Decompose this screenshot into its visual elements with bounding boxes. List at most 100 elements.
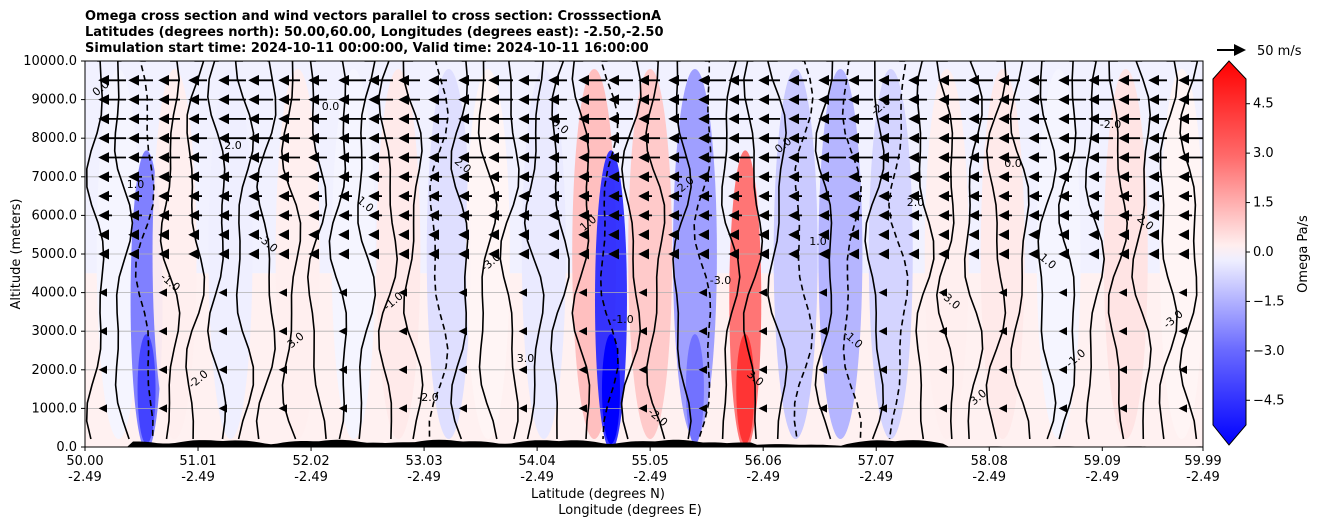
omega-band-core <box>685 334 704 445</box>
x-axis-label-latitude: Latitude (degrees N) <box>531 487 665 502</box>
y-tick-label: 7000.0 <box>32 170 78 185</box>
chart-title-line-1: Omega cross section and wind vectors par… <box>85 9 662 24</box>
x-tick-label-lat: 50.00 <box>66 454 103 469</box>
contour-line <box>402 61 424 440</box>
x-tick-label-lon: -2.49 <box>1186 470 1220 485</box>
colorbar-tick-label: 1.5 <box>1253 196 1274 211</box>
contour-label: -2.0 <box>417 391 438 404</box>
x-tick-label-lon: -2.49 <box>68 470 102 485</box>
contour-line <box>672 61 692 440</box>
y-tick-label: 4000.0 <box>32 286 78 301</box>
contour-line <box>1009 61 1031 440</box>
contour-line <box>742 61 764 440</box>
contour-line <box>477 61 498 440</box>
colorbar-ticks: 4.5 3.0 1.5 0.0 −1.5 −3.0 −4.5 <box>1246 97 1285 408</box>
contour-line <box>450 61 469 440</box>
x-axis-label-longitude: Longitude (degrees E) <box>558 503 702 518</box>
x-tick-label-lon: -2.49 <box>520 470 554 485</box>
x-tick-label-lon: -2.49 <box>859 470 893 485</box>
contour-line <box>1158 61 1179 440</box>
y-tick-label: 9000.0 <box>32 93 78 108</box>
contour-label: 3.0 <box>517 352 535 365</box>
contour-line <box>185 61 206 440</box>
x-tick-label-lat: 59.99 <box>1184 454 1221 469</box>
contour-line <box>793 61 814 440</box>
colorbar-tick-label: −4.5 <box>1253 393 1285 408</box>
x-tick-label-lat: 55.05 <box>632 454 669 469</box>
x-tick-label-lat: 51.01 <box>179 454 216 469</box>
contour-line <box>599 61 619 440</box>
terrain-profile <box>85 439 1203 447</box>
contour-line <box>720 61 741 440</box>
y-tick-label: 0.0 <box>56 440 77 455</box>
contour-line <box>1057 61 1077 440</box>
contour-line <box>134 61 155 440</box>
y-tick-label: 5000.0 <box>32 247 78 262</box>
contour-line <box>985 61 1007 440</box>
y-tick-label: 1000.0 <box>32 401 78 416</box>
contour-label: 2.0 <box>907 196 925 209</box>
x-tick-label-lat: 53.03 <box>405 454 442 469</box>
contour-line <box>888 61 909 440</box>
x-tick-label-lat: 54.04 <box>519 454 556 469</box>
y-axis: 0.0 1000.0 2000.0 3000.0 4000.0 5000.0 6000.0 7… <box>23 54 85 455</box>
colorbar-tick-label: 3.0 <box>1253 146 1274 161</box>
x-tick-label-lon: -2.49 <box>294 470 328 485</box>
contour-label: 1.0 <box>809 235 827 248</box>
y-tick-label: 2000.0 <box>32 363 78 378</box>
contour-line <box>523 61 545 440</box>
contour-line <box>357 61 377 440</box>
omega-band-core <box>601 334 620 445</box>
quiver-key-label: 50 m/s <box>1257 44 1302 59</box>
contour-label: 0.0 <box>1004 157 1022 170</box>
x-tick-label-lat: 56.06 <box>745 454 782 469</box>
contour-line <box>85 61 105 440</box>
omega-contour-lines <box>85 61 1199 440</box>
contour-line <box>571 61 591 440</box>
contour-line <box>1131 61 1152 440</box>
contour-line <box>1084 61 1106 440</box>
contour-line <box>693 61 712 440</box>
x-tick-label-lon: -2.49 <box>1085 470 1119 485</box>
contour-line <box>499 61 520 440</box>
contour-line <box>620 61 642 440</box>
contour-line <box>963 61 984 440</box>
x-tick-label-lon: -2.49 <box>407 470 441 485</box>
contour-label: -1.0 <box>612 313 633 326</box>
contour-line <box>841 61 862 440</box>
contour-line <box>255 61 277 440</box>
contour-line <box>428 61 450 440</box>
y-tick-label: 8000.0 <box>32 131 78 146</box>
x-tick-label-lon: -2.49 <box>746 470 780 485</box>
y-tick-label: 6000.0 <box>32 208 78 223</box>
contour-line <box>377 61 399 440</box>
chart-title-line-2: Latitudes (degrees north): 50.00,60.00, … <box>85 25 664 40</box>
colorbar-tick-label: 4.5 <box>1253 97 1274 112</box>
x-axis: 50.00-2.4951.01-2.4952.02-2.4953.03-2.49… <box>66 447 1222 485</box>
contour-line <box>306 61 328 440</box>
contour-line <box>935 61 955 440</box>
x-tick-label-lat: 59.09 <box>1084 454 1121 469</box>
colorbar: 4.5 3.0 1.5 0.0 −1.5 −3.0 −4.5 Omega Pa/s <box>1212 60 1311 446</box>
contour-label: -2.0 <box>1100 118 1121 131</box>
wind-vectors <box>98 74 1203 413</box>
contour-line <box>159 61 181 440</box>
contour-line <box>915 61 935 440</box>
x-tick-label-lon: -2.49 <box>972 470 1006 485</box>
y-tick-label: 3000.0 <box>32 324 78 339</box>
contour-line <box>234 61 255 440</box>
y-axis-label: Altitude (meters) <box>9 199 24 310</box>
chart-title-line-3: Simulation start time: 2024-10-11 00:00:… <box>85 41 649 56</box>
x-tick-label-lat: 58.08 <box>971 454 1008 469</box>
contour-line <box>814 61 834 440</box>
contour-line <box>1037 61 1057 440</box>
contour-line <box>645 61 666 440</box>
x-tick-label-lon: -2.49 <box>633 470 667 485</box>
x-tick-label-lat: 57.07 <box>858 454 895 469</box>
omega-band-core <box>736 334 755 445</box>
colorbar-tick-label: 0.0 <box>1253 245 1274 260</box>
contour-line <box>766 61 788 440</box>
colorbar-body <box>1212 60 1247 446</box>
omega-band-core <box>137 334 156 445</box>
